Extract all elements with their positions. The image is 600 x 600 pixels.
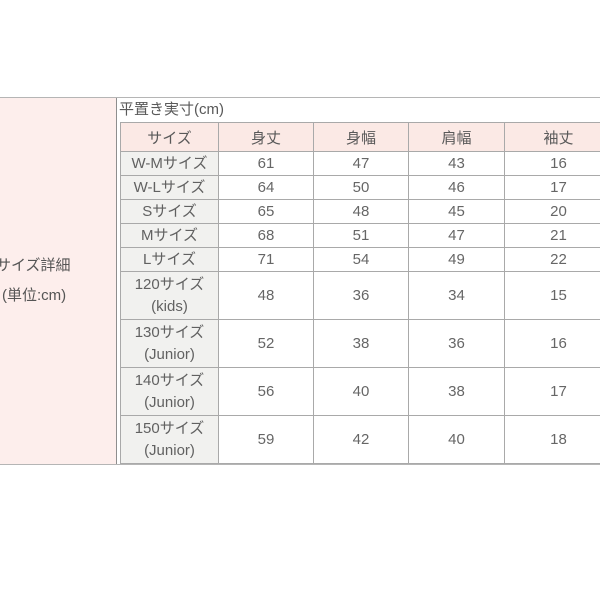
cell-value: 48 (313, 199, 409, 224)
table-row: 130サイズ (Junior) 52 38 36 16 (120, 319, 600, 368)
cell-value: 49 (408, 247, 505, 272)
row-label-line1: Mサイズ (140, 226, 199, 244)
cell-value: 40 (408, 415, 505, 464)
cell-value: 51 (313, 223, 409, 248)
cell-value: 42 (313, 415, 409, 464)
row-label-line1: 130サイズ (134, 323, 205, 341)
row-label: W-Lサイズ (120, 175, 219, 200)
cell-value: 17 (504, 175, 600, 200)
size-detail-section: サイズ詳細 (単位:cm) 平置き実寸(cm) サイズ 身丈 身幅 肩幅 袖丈 (0, 97, 600, 465)
row-label-line2: (Junior) (144, 345, 195, 363)
table-row: Sサイズ 65 48 45 20 (120, 199, 600, 224)
row-label-line1: Sサイズ (142, 202, 197, 220)
size-detail-title: サイズ詳細 (0, 257, 71, 274)
cell-value: 46 (408, 175, 505, 200)
table-row: W-Lサイズ 64 50 46 17 (120, 175, 600, 200)
row-label-line1: Lサイズ (143, 250, 196, 268)
cell-value: 45 (408, 199, 505, 224)
column-header-body-length: 身丈 (218, 122, 314, 152)
row-label-line1: W-Lサイズ (133, 178, 206, 196)
row-label: Sサイズ (120, 199, 219, 224)
cell-value: 52 (218, 319, 314, 368)
size-table-cell: 平置き実寸(cm) サイズ 身丈 身幅 肩幅 袖丈 W-Mサイズ (117, 98, 600, 464)
row-label: 150サイズ (Junior) (120, 415, 219, 464)
cell-value: 43 (408, 151, 505, 176)
table-row: Mサイズ 68 51 47 21 (120, 223, 600, 248)
row-label-line2: (Junior) (144, 393, 195, 411)
cell-value: 36 (313, 271, 409, 320)
cell-value: 36 (408, 319, 505, 368)
cell-value: 20 (504, 199, 600, 224)
cell-value: 61 (218, 151, 314, 176)
cell-value: 48 (218, 271, 314, 320)
cell-value: 21 (504, 223, 600, 248)
table-caption: 平置き実寸(cm) (119, 101, 224, 118)
table-header: サイズ 身丈 身幅 肩幅 袖丈 (120, 122, 600, 152)
row-label: W-Mサイズ (120, 151, 219, 176)
row-label: 130サイズ (Junior) (120, 319, 219, 368)
table-row: Lサイズ 71 54 49 22 (120, 247, 600, 272)
column-header-sleeve-length: 袖丈 (504, 122, 600, 152)
table-body: W-Mサイズ 61 47 43 16 W-Lサイズ 64 50 46 (120, 151, 600, 464)
cell-value: 18 (504, 415, 600, 464)
row-label-line1: 140サイズ (134, 371, 205, 389)
header-row: サイズ 身丈 身幅 肩幅 袖丈 (120, 122, 600, 152)
size-detail-label-cell: サイズ詳細 (単位:cm) (0, 98, 117, 464)
cell-value: 16 (504, 319, 600, 368)
cell-value: 64 (218, 175, 314, 200)
row-label-line1: 120サイズ (134, 275, 205, 293)
cell-value: 15 (504, 271, 600, 320)
size-detail-unit: (単位:cm) (2, 287, 67, 304)
table-row: W-Mサイズ 61 47 43 16 (120, 151, 600, 176)
table-row: 150サイズ (Junior) 59 42 40 18 (120, 415, 600, 464)
cell-value: 71 (218, 247, 314, 272)
column-header-size: サイズ (120, 122, 219, 152)
cell-value: 38 (408, 367, 505, 416)
cell-value: 59 (218, 415, 314, 464)
row-label: 140サイズ (Junior) (120, 367, 219, 416)
table-row: 120サイズ (kids) 48 36 34 15 (120, 271, 600, 320)
row-label-line1: 150サイズ (134, 419, 205, 437)
row-label: Lサイズ (120, 247, 219, 272)
row-label-line1: W-Mサイズ (131, 154, 208, 172)
row-label-line2: (Junior) (144, 441, 195, 459)
cell-value: 47 (408, 223, 505, 248)
cell-value: 16 (504, 151, 600, 176)
row-label: Mサイズ (120, 223, 219, 248)
cell-value: 38 (313, 319, 409, 368)
cell-value: 17 (504, 367, 600, 416)
cell-value: 22 (504, 247, 600, 272)
cell-value: 68 (218, 223, 314, 248)
table-row: 140サイズ (Junior) 56 40 38 17 (120, 367, 600, 416)
row-label-line2: (kids) (151, 297, 188, 315)
cell-value: 50 (313, 175, 409, 200)
column-header-body-width: 身幅 (313, 122, 409, 152)
cell-value: 56 (218, 367, 314, 416)
cell-value: 54 (313, 247, 409, 272)
column-header-shoulder-width: 肩幅 (408, 122, 505, 152)
cell-value: 47 (313, 151, 409, 176)
cell-value: 65 (218, 199, 314, 224)
cell-value: 34 (408, 271, 505, 320)
size-table: サイズ 身丈 身幅 肩幅 袖丈 W-Mサイズ 61 47 43 16 (120, 122, 600, 464)
cell-value: 40 (313, 367, 409, 416)
row-label: 120サイズ (kids) (120, 271, 219, 320)
